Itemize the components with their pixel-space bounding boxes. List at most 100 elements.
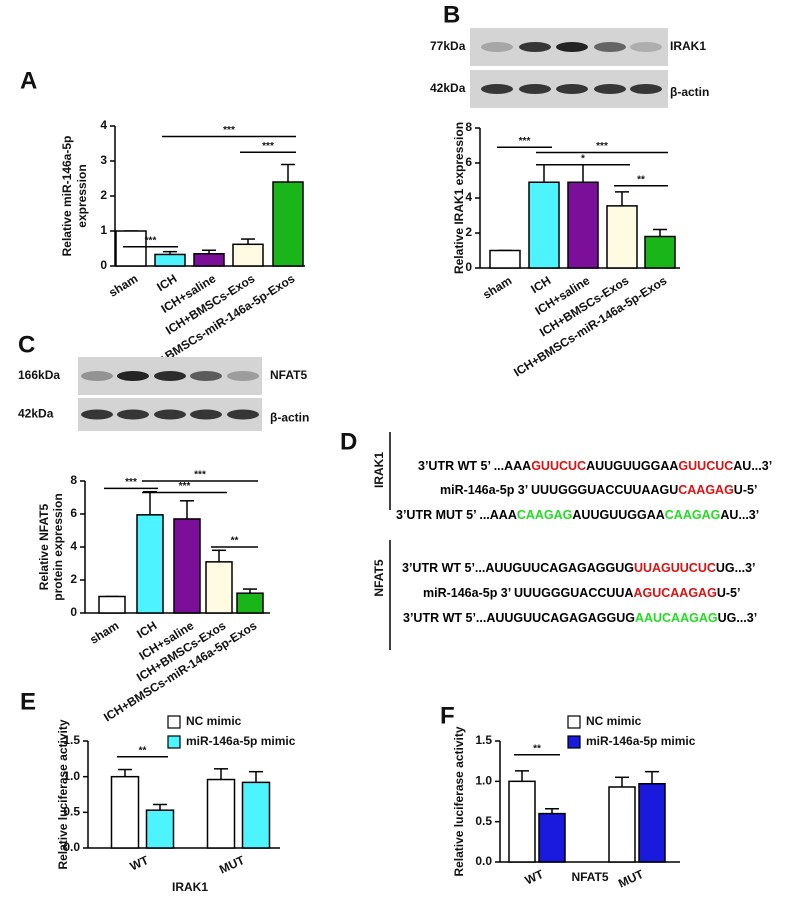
y-tick-label: 1.0 xyxy=(475,774,492,788)
blot-band xyxy=(556,84,588,94)
legend-swatch xyxy=(567,735,581,749)
sequence-segment: CAAGAG xyxy=(678,483,734,497)
blot-band xyxy=(81,371,113,381)
y-tick-label: 4 xyxy=(70,539,77,553)
blot-band xyxy=(154,409,186,420)
bar xyxy=(528,181,560,269)
y-tick-label: 4 xyxy=(465,190,472,204)
blot-band xyxy=(481,42,513,52)
bar xyxy=(272,181,304,267)
gene-label: NFAT5 xyxy=(372,559,386,596)
legend-label: miR-146a-5p mimic xyxy=(586,734,696,748)
blot-protein-label: IRAK1 xyxy=(670,39,706,53)
bar xyxy=(154,253,186,267)
blot-band xyxy=(519,84,551,94)
bar xyxy=(236,592,264,614)
significance-label: *** xyxy=(125,477,137,488)
panel-letter: D xyxy=(340,428,357,455)
y-axis-label: expression xyxy=(75,164,89,227)
legend-swatch xyxy=(167,735,181,749)
bar xyxy=(193,253,225,267)
bar xyxy=(508,780,536,863)
x-tick-label: ICH xyxy=(154,271,179,294)
legend-label: NC mimic xyxy=(586,714,642,728)
significance-label: *** xyxy=(223,125,235,136)
bar xyxy=(205,561,233,614)
y-tick-label: 0 xyxy=(100,258,107,272)
blot-band xyxy=(519,42,551,52)
significance-label: *** xyxy=(596,141,608,152)
significance-label: *** xyxy=(194,470,206,481)
bar xyxy=(145,809,175,849)
y-tick-label: 4 xyxy=(100,118,107,132)
bar xyxy=(110,775,140,849)
sequence-segment: miR-146a-5p 3’ UUUGGGUACCUUA xyxy=(423,586,633,600)
y-tick-label: 6 xyxy=(465,155,472,169)
y-axis-label: Relative luciferase activity xyxy=(452,726,466,876)
blot-size-label: 42kDa xyxy=(430,81,466,95)
bar xyxy=(608,786,636,863)
x-tick-label: WT xyxy=(128,853,151,874)
sequence-line: 3’UTR WT 5’...AUUGUUCAGAGAGGUGAAUCAAGAGU… xyxy=(403,611,757,625)
sequence-segment: UG...3’ xyxy=(716,561,756,575)
gene-label: IRAK1 xyxy=(372,452,386,488)
significance-label: * xyxy=(581,153,585,164)
sequence-segment: AUUGUUGGAA xyxy=(572,508,664,522)
y-tick-label: 3 xyxy=(100,153,107,167)
legend-swatch xyxy=(167,715,181,729)
bar xyxy=(538,812,566,863)
bar xyxy=(606,205,638,269)
sequence-segment: AU...3’ xyxy=(720,508,759,522)
y-tick-label: 8 xyxy=(465,120,472,134)
sequence-segment: U-5’ xyxy=(734,483,758,497)
sequence-segment: AAUCAAGAG xyxy=(635,611,718,625)
x-tick-label: ICH xyxy=(528,273,553,296)
panel-letter: B xyxy=(443,1,460,28)
y-axis-label: Relative IRAK1 expression xyxy=(452,122,466,274)
blot-size-label: 42kDa xyxy=(18,407,54,421)
x-axis-label: NFAT5 xyxy=(571,870,608,884)
bar xyxy=(232,243,264,267)
y-axis-label: Relative miR-146a-5p xyxy=(60,136,74,257)
bar xyxy=(638,783,666,863)
significance-label: ** xyxy=(139,745,147,756)
panel-letter: C xyxy=(18,331,35,358)
legend-label: miR-146a-5p mimic xyxy=(186,734,296,748)
significance-label: *** xyxy=(179,481,191,492)
blot-band xyxy=(154,371,186,381)
significance-label: *** xyxy=(145,235,157,246)
y-tick-label: 2 xyxy=(100,188,107,202)
blot-band xyxy=(227,409,259,420)
sequence-segment: GUUCUC xyxy=(678,459,733,473)
y-tick-label: 1.0 xyxy=(63,769,80,783)
y-tick-label: 1.5 xyxy=(475,733,492,747)
y-tick-label: 0 xyxy=(465,260,472,274)
y-tick-label: 0 xyxy=(70,605,77,619)
significance-label: ** xyxy=(533,743,541,754)
bar xyxy=(567,181,599,269)
y-tick-label: 0.0 xyxy=(475,854,492,868)
x-axis-label: IRAK1 xyxy=(172,880,208,894)
sequence-line: 3’UTR WT 5’ ...AAAGUUCUCAUUGUUGGAAGUUCUC… xyxy=(418,459,772,473)
significance-label: ** xyxy=(637,174,645,185)
y-tick-label: 1.5 xyxy=(63,733,80,747)
panel-letter: E xyxy=(20,688,36,715)
sequence-segment: GUUCUC xyxy=(531,459,586,473)
sequence-segment: 3’UTR WT 5’...AUUGUUCAGAGAGGUG xyxy=(402,561,634,575)
legend-swatch xyxy=(567,715,581,729)
blot-size-label: 77kDa xyxy=(430,39,466,53)
y-tick-label: 0.0 xyxy=(63,840,80,854)
blot-band xyxy=(556,42,588,52)
sequence-segment: AUUGUUGGAA xyxy=(586,459,678,473)
y-tick-label: 0.5 xyxy=(475,814,492,828)
blot-band xyxy=(190,371,222,381)
x-tick-label: sham xyxy=(106,271,140,299)
bar xyxy=(173,518,201,614)
sequence-segment: miR-146a-5p 3’ UUUGGGUACCUUAAGU xyxy=(440,483,678,497)
y-axis-label: Relative NFAT5 xyxy=(37,503,51,590)
sequence-segment: 3’UTR WT 5’...AUUGUUCAGAGAGGUG xyxy=(403,611,635,625)
blot-protein-label: β-actin xyxy=(670,85,709,99)
x-tick-label: MUT xyxy=(217,853,247,877)
y-axis-label: Relative luciferase activity xyxy=(56,719,70,869)
